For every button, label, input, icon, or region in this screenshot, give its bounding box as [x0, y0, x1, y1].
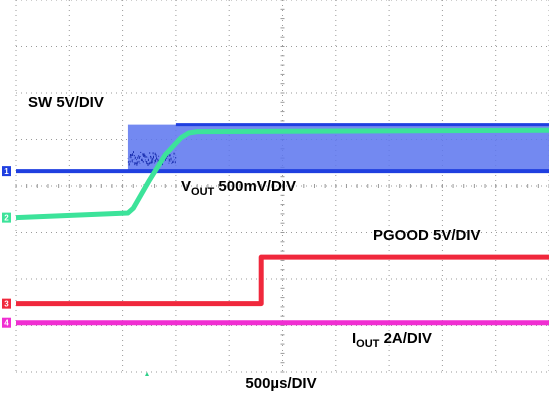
- iout-label: IOUT 2A/DIV: [352, 330, 432, 350]
- channel-markers: 1 2 3 4: [2, 166, 11, 328]
- pgood-channel-number: 3: [4, 300, 9, 309]
- vout-label: VOUT 500mV/DIV: [181, 178, 296, 198]
- trigger-marker: [145, 372, 149, 376]
- vout-trace: [15, 127, 549, 221]
- pgood-channel-marker: [2, 298, 11, 309]
- scope-grid: [15, 0, 549, 373]
- vout-channel-number: 2: [4, 214, 9, 223]
- scope-traces: [15, 123, 549, 326]
- sw-channel-number: 1: [4, 167, 9, 176]
- sw-label: SW 5V/DIV: [28, 94, 104, 111]
- sw-channel-marker: [2, 166, 11, 177]
- iout-channel-marker: [2, 317, 11, 328]
- x-axis-scale-label: 500µs/DIV: [245, 375, 316, 392]
- pgood-trace: [16, 254, 549, 307]
- pgood-label: PGOOD 5V/DIV: [373, 227, 481, 244]
- vout-channel-marker: [2, 212, 11, 223]
- iout-channel-number: 4: [4, 319, 9, 328]
